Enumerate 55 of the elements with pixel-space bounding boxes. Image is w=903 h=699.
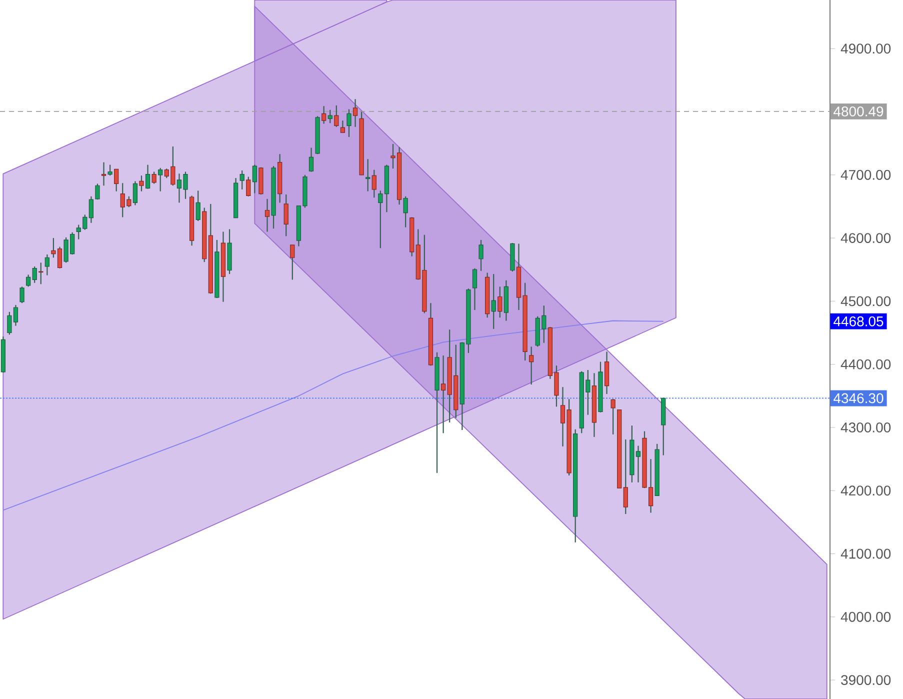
- ref-line-label: 4800.49: [834, 106, 884, 116]
- candlestick: [264, 198, 270, 232]
- line-series: [2, 320, 664, 511]
- y-tick-label: 4000.00: [840, 612, 891, 622]
- candlestick: [472, 268, 478, 311]
- y-tick-label: 4200.00: [840, 486, 891, 496]
- candlestick: [322, 106, 326, 124]
- candlestick: [478, 239, 484, 272]
- candlestick: [610, 398, 616, 435]
- candlestick: [252, 164, 257, 194]
- candlestick: [38, 262, 44, 285]
- candlestick: [32, 266, 37, 284]
- candlestick: [139, 174, 144, 192]
- y-tick-label: 4900.00: [840, 44, 891, 54]
- y-tick-label: 4500.00: [840, 296, 891, 306]
- ref-line-label: 4346.30: [834, 393, 884, 404]
- candlestick: [308, 147, 314, 172]
- candlestick: [20, 286, 24, 304]
- candlestick: [366, 158, 370, 192]
- y-tick-label: 4700.00: [840, 170, 891, 180]
- candlestick: [26, 274, 31, 288]
- candlestick: [132, 180, 138, 206]
- text: 4468.05: [834, 316, 884, 326]
- y-tick-label: 4400.00: [840, 359, 891, 370]
- candlestick: [346, 108, 352, 138]
- candlestick: [158, 167, 163, 192]
- y-tick-label: 4600.00: [840, 233, 891, 243]
- candlestick: [623, 438, 628, 515]
- candlestick: [88, 196, 94, 224]
- candlestick: [108, 164, 112, 176]
- candlestick: [196, 190, 200, 222]
- candlestick: [328, 109, 332, 124]
- candlestick: [290, 244, 295, 280]
- candlestick: [114, 168, 119, 192]
- y-tick-label: 3900.00: [841, 675, 891, 685]
- candlestick: [491, 273, 496, 330]
- candlestick: [95, 183, 100, 200]
- candlestick: [246, 176, 251, 197]
- candlestick: [152, 171, 156, 184]
- candlestick: [529, 346, 534, 386]
- candlestick: [352, 98, 358, 128]
- candlestick: [604, 351, 610, 395]
- y-tick-label: 4300.00: [840, 422, 891, 432]
- candlestick: [440, 354, 446, 434]
- candlestick: [340, 120, 346, 134]
- candlestick: [145, 164, 150, 190]
- candlestick: [44, 254, 50, 276]
- candlestick: [334, 104, 339, 128]
- candlestick: [403, 196, 408, 228]
- candlestick: [284, 194, 288, 237]
- candlestick: [498, 286, 502, 318]
- candlestick: [240, 170, 244, 190]
- y-tick-label: 4100.00: [840, 548, 891, 559]
- candlestick: [101, 162, 106, 186]
- candlestick: [372, 169, 376, 198]
